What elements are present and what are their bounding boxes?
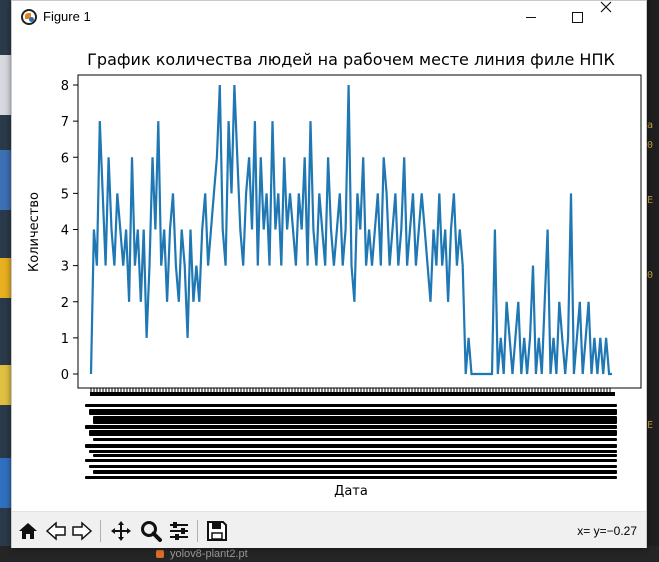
x-tick-label-band <box>89 430 617 436</box>
y-axis: 0 1 2 3 4 5 6 7 8 <box>61 79 78 383</box>
home-button[interactable] <box>17 520 39 542</box>
pan-button[interactable] <box>110 520 132 542</box>
back-arrow-icon <box>45 521 66 541</box>
save-button[interactable] <box>206 520 228 542</box>
x-tick-label-band <box>93 438 617 441</box>
y-tick-label: 0 <box>61 368 69 383</box>
x-tick-label-band <box>85 425 617 429</box>
y-tick-label: 8 <box>61 79 69 94</box>
taskbar-fragment: yolov8-plant2.pt <box>0 546 659 562</box>
y-tick-label: 4 <box>61 224 69 239</box>
navigation-toolbar: x= y=−0.27 <box>12 511 646 548</box>
save-icon <box>207 521 227 541</box>
y-tick-label: 3 <box>61 260 69 275</box>
x-tick-label-band <box>89 450 617 453</box>
plot-area <box>89 84 612 376</box>
desktop-left-strip <box>0 0 12 562</box>
series-line <box>89 84 612 376</box>
forward-button[interactable] <box>71 520 93 542</box>
close-icon <box>600 1 612 13</box>
coordinate-readout: x= y=−0.27 <box>577 524 637 538</box>
x-tick-label-band <box>89 409 617 415</box>
file-icon <box>156 550 164 558</box>
x-tick-label-band <box>85 444 617 448</box>
x-axis <box>85 388 617 479</box>
toolbar-separator <box>100 520 101 542</box>
minimize-icon <box>526 16 536 18</box>
y-axis-label: Количество <box>27 192 42 272</box>
minimize-button[interactable] <box>508 1 554 33</box>
x-tick-label-band <box>85 404 617 407</box>
axes-frame <box>77 74 642 389</box>
editor-right-strip: a 0 E 0 E <box>645 0 659 562</box>
figure-window: Figure 1 График количества людей на рабо… <box>11 0 647 548</box>
chart-title: График количества людей на рабочем месте… <box>87 50 615 69</box>
close-button[interactable] <box>600 1 646 33</box>
forward-arrow-icon <box>72 521 93 541</box>
y-tick-label: 7 <box>61 115 69 130</box>
zoom-icon <box>141 521 162 542</box>
x-tick-label-band <box>93 454 617 457</box>
x-tick-label-band <box>85 476 617 479</box>
back-button[interactable] <box>45 520 67 542</box>
x-axis-label: Дата <box>334 484 368 499</box>
maximize-button[interactable] <box>554 1 600 33</box>
y-tick-label: 2 <box>61 296 69 311</box>
y-tick-label: 1 <box>61 332 69 347</box>
figure-canvas[interactable]: График количества людей на рабочем месте… <box>12 33 646 511</box>
configure-subplots-icon <box>170 522 188 540</box>
configure-subplots-button[interactable] <box>168 520 190 542</box>
x-tick-band <box>90 392 615 396</box>
x-tick-label-band <box>93 416 617 424</box>
toolbar-separator <box>197 520 198 542</box>
title-bar[interactable]: Figure 1 <box>12 1 646 33</box>
line-chart[interactable]: График количества людей на рабочем месте… <box>12 33 646 511</box>
y-tick-label: 5 <box>61 187 69 202</box>
taskbar-file-label: yolov8-plant2.pt <box>170 548 248 560</box>
home-icon <box>19 523 37 539</box>
x-tick-label-band <box>85 459 617 462</box>
x-tick-label-band <box>93 470 617 474</box>
window-title: Figure 1 <box>43 9 91 24</box>
maximize-icon <box>571 11 583 23</box>
y-tick-label: 6 <box>61 151 69 166</box>
matplotlib-icon <box>21 9 37 25</box>
x-tick-label-band <box>89 465 617 468</box>
zoom-button[interactable] <box>140 520 162 542</box>
pan-icon <box>111 521 131 541</box>
